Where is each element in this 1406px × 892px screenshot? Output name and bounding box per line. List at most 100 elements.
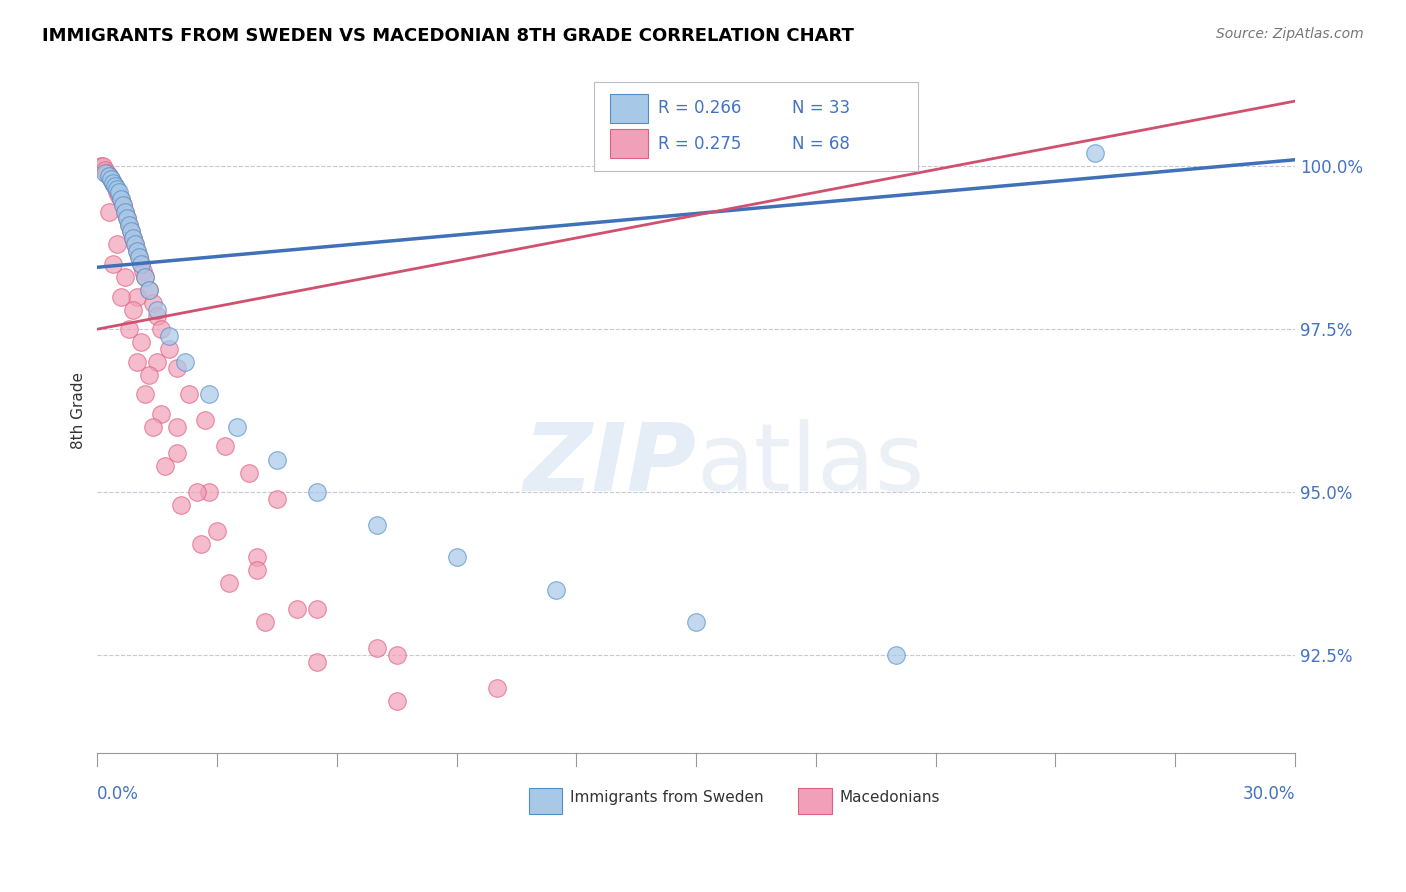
Point — [142, 420, 165, 434]
Point — [385, 648, 408, 662]
Point — [114, 205, 136, 219]
Point — [146, 355, 169, 369]
Point — [157, 342, 180, 356]
Point — [117, 211, 139, 226]
Point — [138, 283, 160, 297]
Point — [157, 328, 180, 343]
Point — [134, 270, 156, 285]
Point — [142, 296, 165, 310]
Point — [118, 322, 141, 336]
Point — [120, 224, 142, 238]
Point — [129, 257, 152, 271]
Point — [104, 178, 127, 193]
Text: N = 68: N = 68 — [792, 135, 849, 153]
Point — [122, 231, 145, 245]
Text: IMMIGRANTS FROM SWEDEN VS MACEDONIAN 8TH GRADE CORRELATION CHART: IMMIGRANTS FROM SWEDEN VS MACEDONIAN 8TH… — [42, 27, 853, 45]
Point — [266, 452, 288, 467]
Bar — [610, 129, 648, 158]
Text: ZIP: ZIP — [523, 419, 696, 511]
Point — [120, 224, 142, 238]
Point — [105, 237, 128, 252]
Point — [138, 283, 160, 297]
Point — [205, 524, 228, 539]
Point — [91, 159, 114, 173]
Point — [1084, 146, 1107, 161]
Point — [186, 485, 208, 500]
Point — [96, 166, 118, 180]
Point — [122, 231, 145, 245]
Point — [174, 355, 197, 369]
Point — [238, 466, 260, 480]
Point — [122, 302, 145, 317]
FancyBboxPatch shape — [595, 82, 918, 171]
Point — [124, 237, 146, 252]
Point — [685, 615, 707, 630]
Bar — [799, 789, 831, 814]
Point — [127, 244, 149, 258]
Point — [94, 166, 117, 180]
Point — [214, 440, 236, 454]
Point — [98, 205, 121, 219]
Point — [246, 550, 269, 565]
Point — [134, 270, 156, 285]
Point — [127, 355, 149, 369]
Point — [166, 361, 188, 376]
Point — [108, 186, 131, 200]
Point — [98, 169, 121, 183]
Point — [138, 368, 160, 382]
Point — [305, 485, 328, 500]
Text: 0.0%: 0.0% — [97, 785, 139, 804]
Point — [118, 218, 141, 232]
Point — [105, 186, 128, 200]
Bar — [610, 94, 648, 122]
Point — [124, 237, 146, 252]
Text: R = 0.275: R = 0.275 — [658, 135, 741, 153]
Point — [546, 582, 568, 597]
Point — [100, 172, 122, 186]
Text: Immigrants from Sweden: Immigrants from Sweden — [571, 789, 763, 805]
Point — [128, 251, 150, 265]
Y-axis label: 8th Grade: 8th Grade — [72, 372, 86, 450]
Text: atlas: atlas — [696, 419, 924, 511]
Point — [198, 485, 221, 500]
Point — [194, 413, 217, 427]
Point — [108, 188, 131, 202]
Point — [105, 182, 128, 196]
Point — [118, 218, 141, 232]
Point — [266, 491, 288, 506]
Point — [134, 387, 156, 401]
Point — [150, 407, 173, 421]
Point — [218, 576, 240, 591]
Bar — [529, 789, 562, 814]
Text: 30.0%: 30.0% — [1243, 785, 1295, 804]
Point — [155, 458, 177, 473]
Point — [103, 176, 125, 190]
Point — [103, 257, 125, 271]
Text: Source: ZipAtlas.com: Source: ZipAtlas.com — [1216, 27, 1364, 41]
Point — [366, 641, 388, 656]
Point — [110, 192, 132, 206]
Point — [127, 290, 149, 304]
Point — [226, 420, 249, 434]
Point — [129, 335, 152, 350]
Point — [110, 290, 132, 304]
Text: R = 0.266: R = 0.266 — [658, 99, 741, 117]
Point — [485, 681, 508, 695]
Point — [90, 159, 112, 173]
Point — [117, 211, 139, 226]
Point — [150, 322, 173, 336]
Point — [112, 198, 135, 212]
Point — [100, 172, 122, 186]
Point — [98, 169, 121, 183]
Point — [103, 176, 125, 190]
Point — [446, 550, 468, 565]
Point — [128, 251, 150, 265]
Point — [104, 178, 127, 193]
Point — [385, 693, 408, 707]
Text: Macedonians: Macedonians — [839, 789, 941, 805]
Point — [94, 162, 117, 177]
Point — [129, 257, 152, 271]
Point — [198, 387, 221, 401]
Point — [166, 420, 188, 434]
Point — [366, 517, 388, 532]
